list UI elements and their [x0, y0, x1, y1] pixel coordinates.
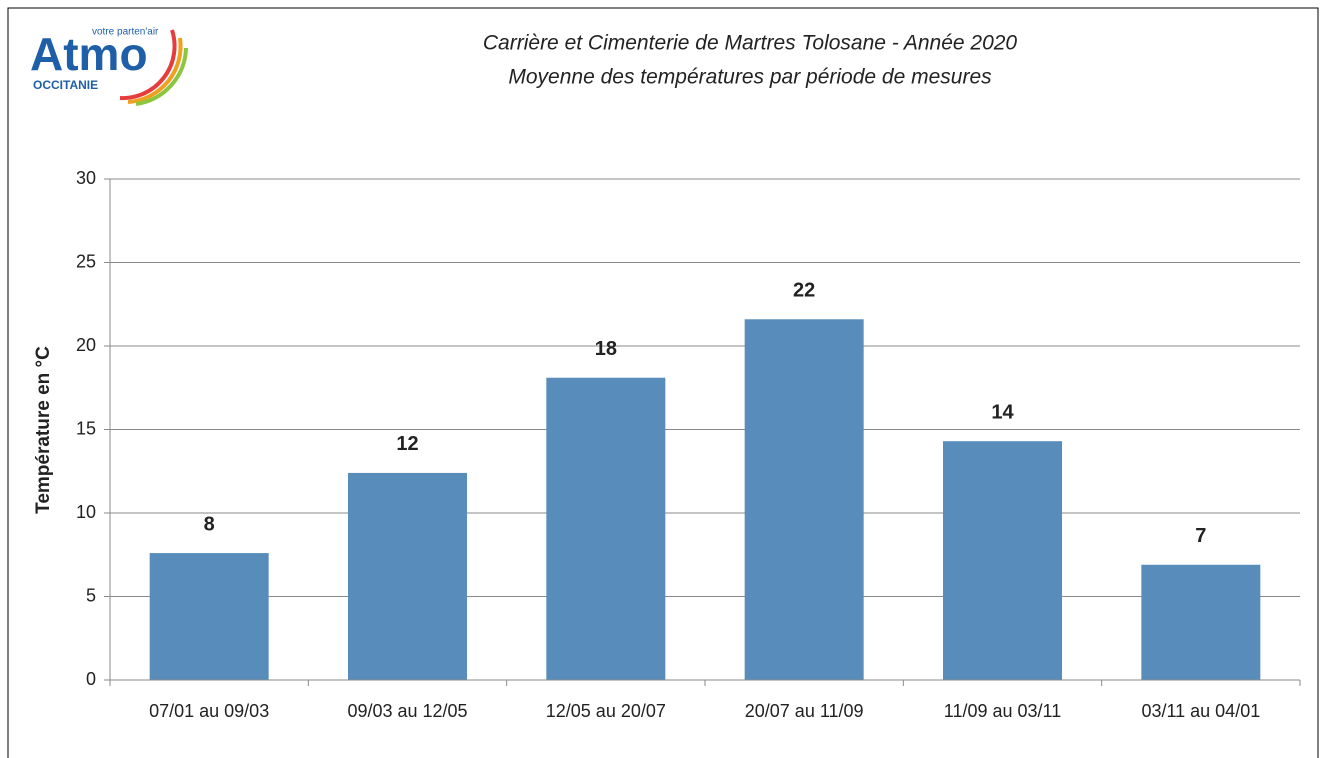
y-tick-label: 20 — [76, 335, 96, 355]
value-label: 22 — [793, 280, 815, 302]
chart-title: Carrière et Cimenterie de Martres Tolosa… — [483, 32, 1018, 55]
x-tick-label: 09/03 au 12/05 — [347, 701, 467, 721]
value-label: 8 — [204, 513, 215, 535]
frame — [7, 7, 1319, 758]
logo-arc — [119, 29, 177, 101]
x-tick-label: 07/01 au 09/03 — [149, 701, 269, 721]
x-tick-label: 12/05 au 20/07 — [546, 701, 666, 721]
y-tick-label: 25 — [76, 251, 96, 271]
bar — [348, 472, 467, 680]
x-tick-label: 03/11 au 04/01 — [1141, 701, 1260, 721]
y-axis-label: Température en °C — [33, 346, 54, 514]
logo-name: Atmo — [30, 28, 148, 80]
y-tick-label: 0 — [86, 669, 96, 689]
value-label: 14 — [991, 401, 1014, 423]
x-tick-label: 11/09 au 03/11 — [944, 701, 1061, 721]
logo-arc — [127, 37, 183, 104]
bar — [149, 553, 269, 680]
bar — [1141, 564, 1261, 680]
logo-arc — [135, 47, 188, 106]
bar — [943, 441, 1062, 680]
y-tick-label: 10 — [76, 502, 96, 522]
x-tick-label: 20/07 au 11/09 — [745, 701, 864, 721]
logo: Atmo votre parten'air OCCITANIE — [30, 27, 188, 106]
y-tick-label: 5 — [86, 585, 96, 605]
value-label: 12 — [396, 433, 418, 455]
value-label: 7 — [1195, 525, 1206, 547]
logo-region: OCCITANIE — [33, 78, 98, 92]
chart-subtitle: Moyenne des températures par période de … — [508, 66, 992, 89]
logo-tagline: votre parten'air — [92, 27, 159, 38]
bar — [744, 319, 864, 680]
y-tick-label: 15 — [76, 418, 96, 438]
y-tick-label: 30 — [76, 168, 96, 188]
bar — [546, 377, 666, 680]
value-label: 18 — [595, 338, 617, 360]
